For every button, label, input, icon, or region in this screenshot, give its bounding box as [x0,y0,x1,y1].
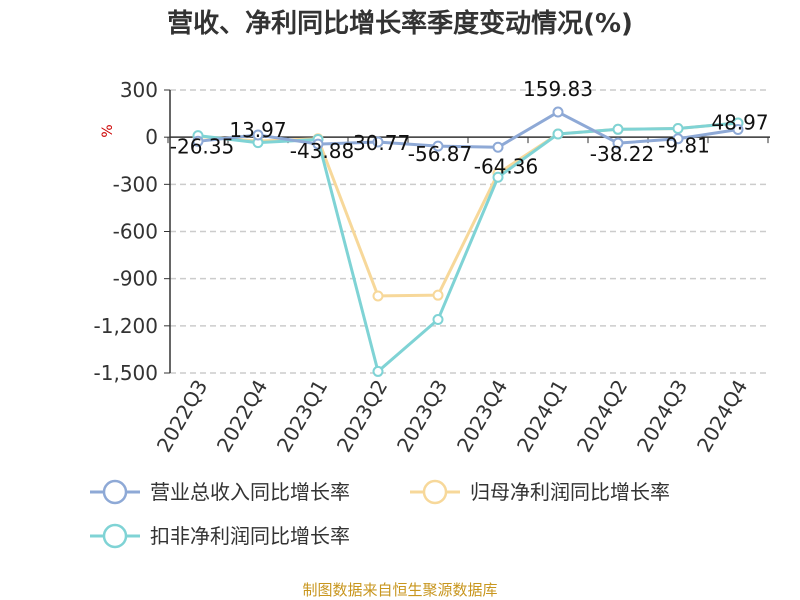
data-label: -26.35 [170,134,234,158]
source-note: 制图数据来自恒生聚源数据库 [302,581,497,599]
data-point [372,365,384,377]
data-label: -30.77 [346,131,410,155]
chart-title: 营收、净利同比增长率季度变动情况(%) [167,8,633,39]
x-tick-label: 2023Q2 [332,376,392,457]
data-label: -56.87 [408,142,472,166]
data-point [252,129,264,141]
y-tick-label: -1,500 [94,361,158,385]
legend-label: 营业总收入同比增长率 [150,480,350,504]
y-tick-label: -1,200 [94,314,158,338]
data-point [432,140,444,152]
data-label: 159.83 [523,77,593,101]
x-tick-label: 2023Q3 [392,376,452,457]
data-point [432,314,444,326]
legend-marker [102,523,128,549]
data-label: -43.88 [290,139,354,163]
data-label: -9.81 [658,134,710,158]
y-tick-label: -900 [113,267,158,291]
data-label: 48.97 [711,110,768,134]
series-line [197,110,739,149]
data-label: -64.36 [474,154,538,178]
data-label: 13.97 [229,118,286,142]
data-point [612,137,624,149]
y-axis-unit-label: % [100,124,116,137]
y-tick-label: 0 [145,125,158,149]
data-point [492,141,504,153]
y-tick-label: 300 [120,78,158,102]
data-point [672,123,684,135]
legend-label: 归母净利润同比增长率 [470,480,670,504]
data-point [732,123,744,135]
data-point [552,106,564,118]
data-point [372,136,384,148]
series-lines [192,106,744,377]
data-point [372,290,384,302]
data-point [192,135,204,147]
data-point [432,289,444,301]
x-tick-label: 2024Q3 [632,376,692,457]
series-line [197,121,739,373]
data-point [312,138,324,150]
x-tick-label: 2022Q3 [152,376,212,457]
data-label: -38.22 [590,142,654,166]
data-point [612,123,624,135]
data-point [552,128,564,140]
y-tick-label: -600 [113,220,158,244]
x-tick-label: 2024Q4 [692,376,752,457]
x-tick-label: 2024Q2 [572,376,632,457]
legend-marker [102,479,128,505]
x-tick-label: 2024Q1 [512,376,572,457]
data-point [492,171,504,183]
data-point [672,133,684,145]
x-tick-label: 2023Q1 [272,376,332,457]
legend-marker [422,479,448,505]
legend-label: 扣非净利润同比增长率 [150,524,350,548]
x-tick-label: 2023Q4 [452,376,512,457]
y-tick-label: -300 [113,172,158,196]
x-tick-label: 2022Q4 [212,376,272,457]
